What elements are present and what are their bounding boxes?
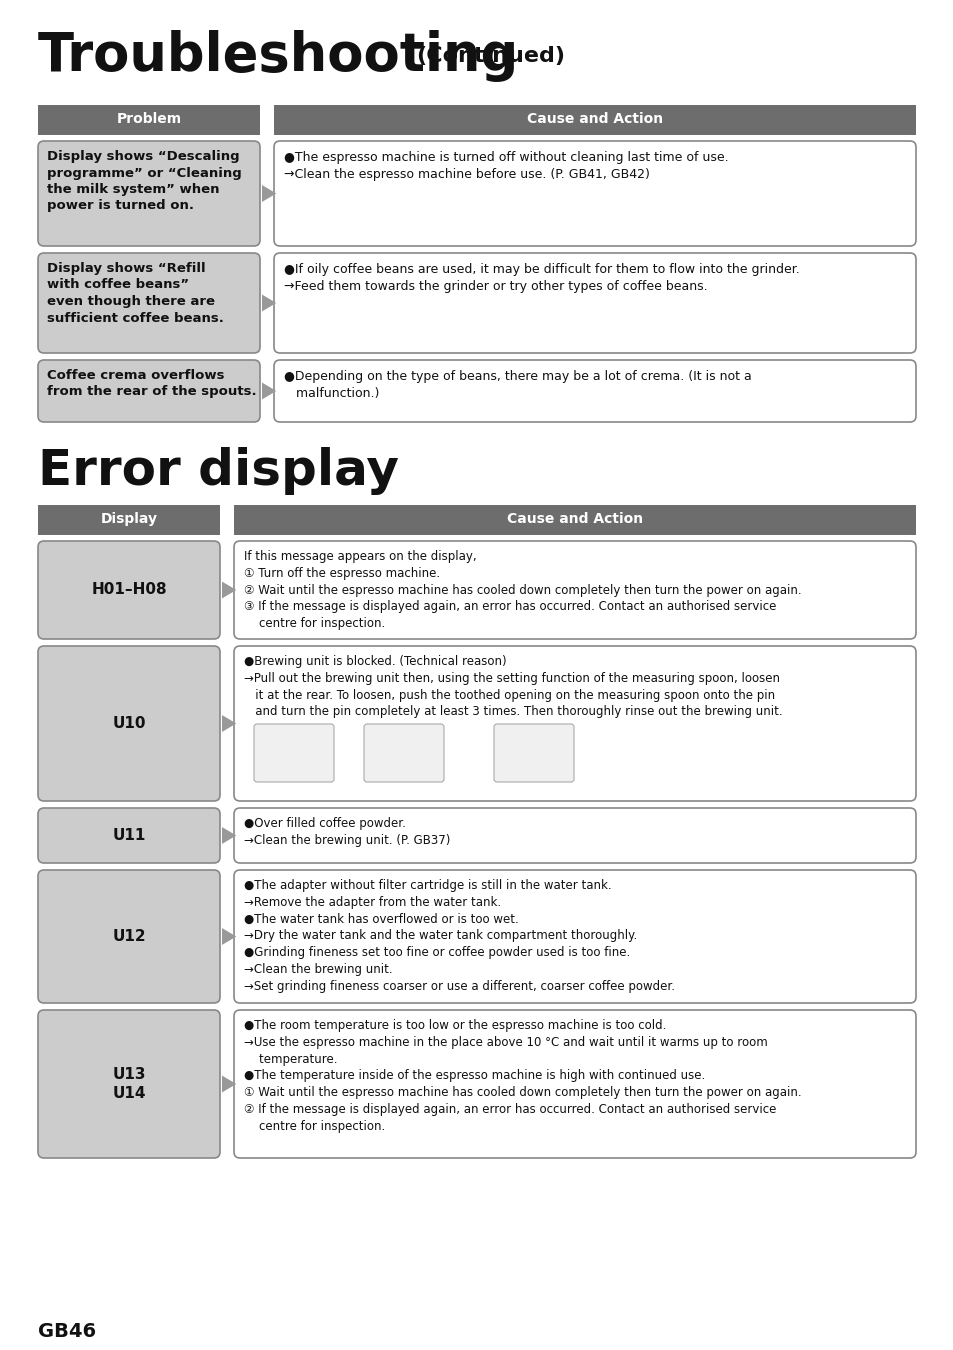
- FancyBboxPatch shape: [253, 724, 334, 782]
- FancyBboxPatch shape: [364, 724, 443, 782]
- FancyBboxPatch shape: [38, 360, 260, 423]
- FancyBboxPatch shape: [233, 1010, 915, 1158]
- Polygon shape: [222, 1076, 236, 1092]
- Polygon shape: [222, 716, 236, 732]
- Text: Troubleshooting: Troubleshooting: [38, 30, 518, 82]
- Text: Coffee crema overflows
from the rear of the spouts.: Coffee crema overflows from the rear of …: [47, 369, 256, 398]
- FancyBboxPatch shape: [233, 809, 915, 863]
- Text: Display shows “Refill
with coffee beans”
even though there are
sufficient coffee: Display shows “Refill with coffee beans”…: [47, 262, 224, 324]
- FancyBboxPatch shape: [274, 360, 915, 423]
- Text: Cause and Action: Cause and Action: [526, 112, 662, 126]
- Text: Display: Display: [100, 512, 157, 526]
- Text: GB46: GB46: [38, 1322, 96, 1341]
- Text: ●Brewing unit is blocked. (Technical reason)
→Pull out the brewing unit then, us: ●Brewing unit is blocked. (Technical rea…: [244, 655, 781, 718]
- Text: Problem: Problem: [116, 112, 181, 126]
- Bar: [38, 505, 220, 535]
- Text: ●Depending on the type of beans, there may be a lot of crema. (It is not a
   ma: ●Depending on the type of beans, there m…: [284, 370, 751, 400]
- Text: ●Over filled coffee powder.
→Clean the brewing unit. (P. GB37): ●Over filled coffee powder. →Clean the b…: [244, 817, 450, 846]
- FancyBboxPatch shape: [274, 140, 915, 246]
- Polygon shape: [262, 382, 276, 400]
- FancyBboxPatch shape: [38, 809, 220, 863]
- Bar: [233, 505, 915, 535]
- Text: U12: U12: [112, 929, 146, 944]
- FancyBboxPatch shape: [233, 541, 915, 639]
- FancyBboxPatch shape: [38, 140, 260, 246]
- Polygon shape: [222, 828, 236, 844]
- Polygon shape: [262, 294, 276, 312]
- Text: ●The room temperature is too low or the espresso machine is too cold.
→Use the e: ●The room temperature is too low or the …: [244, 1019, 801, 1133]
- FancyBboxPatch shape: [494, 724, 574, 782]
- Text: U13
U14: U13 U14: [112, 1068, 146, 1100]
- FancyBboxPatch shape: [38, 1010, 220, 1158]
- FancyBboxPatch shape: [274, 252, 915, 352]
- Polygon shape: [222, 582, 236, 598]
- Text: Error display: Error display: [38, 447, 398, 495]
- FancyBboxPatch shape: [38, 869, 220, 1003]
- Text: H01–H08: H01–H08: [91, 582, 167, 598]
- Text: Cause and Action: Cause and Action: [506, 512, 642, 526]
- Text: ●The espresso machine is turned off without cleaning last time of use.
→Clean th: ●The espresso machine is turned off with…: [284, 151, 728, 181]
- FancyBboxPatch shape: [38, 647, 220, 801]
- FancyBboxPatch shape: [38, 541, 220, 639]
- Text: U11: U11: [112, 828, 146, 842]
- Text: ●The adapter without filter cartridge is still in the water tank.
→Remove the ad: ●The adapter without filter cartridge is…: [244, 879, 675, 992]
- Bar: [274, 105, 915, 135]
- FancyBboxPatch shape: [38, 252, 260, 352]
- Text: U10: U10: [112, 716, 146, 730]
- Text: If this message appears on the display,
① Turn off the espresso machine.
② Wait : If this message appears on the display, …: [244, 549, 801, 630]
- FancyBboxPatch shape: [233, 647, 915, 801]
- FancyBboxPatch shape: [233, 869, 915, 1003]
- Bar: [38, 105, 260, 135]
- Polygon shape: [262, 185, 276, 202]
- Text: (Continued): (Continued): [416, 46, 564, 66]
- Polygon shape: [222, 927, 236, 945]
- Text: Display shows “Descaling
programme” or “Cleaning
the milk system” when
power is : Display shows “Descaling programme” or “…: [47, 150, 241, 212]
- Text: ●If oily coffee beans are used, it may be difficult for them to flow into the gr: ●If oily coffee beans are used, it may b…: [284, 263, 799, 293]
